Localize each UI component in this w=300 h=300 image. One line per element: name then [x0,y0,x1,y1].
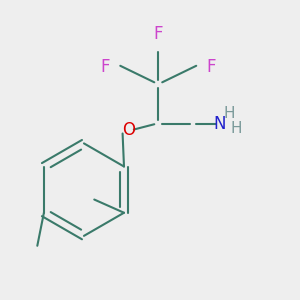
Text: F: F [207,58,216,76]
Text: H: H [231,121,242,136]
Text: H: H [224,106,235,121]
Text: O: O [122,121,135,139]
Text: F: F [100,58,110,76]
Text: F: F [154,25,163,43]
Text: N: N [213,115,226,133]
